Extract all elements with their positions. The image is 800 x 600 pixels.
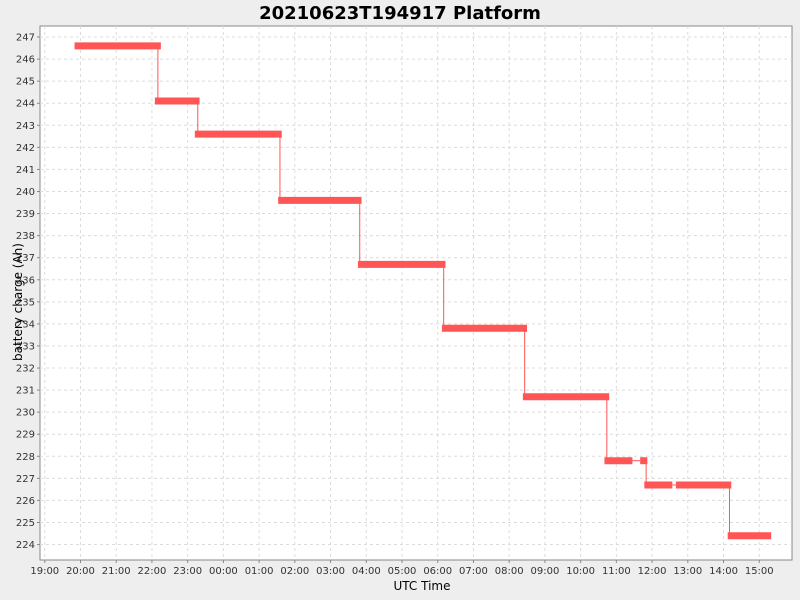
chart-title: 20210623T194917 Platform — [259, 3, 541, 24]
x-tick-label: 10:00 — [566, 566, 595, 577]
x-tick-label: 05:00 — [388, 566, 417, 577]
series-battery-charge — [74, 42, 772, 540]
x-tick-label: 02:00 — [280, 566, 309, 577]
y-tick-label: 224 — [16, 540, 35, 551]
x-tick-label: 11:00 — [602, 566, 631, 577]
y-tick-label: 230 — [16, 408, 35, 419]
x-tick-label: 23:00 — [173, 566, 202, 577]
y-axis-ticks: 224 225 226 227 228 229 230 231 232 233 234 235 236 2… — [16, 33, 40, 551]
y-tick-label: 239 — [16, 209, 35, 220]
y-tick-label: 227 — [16, 474, 35, 485]
y-tick-label: 235 — [16, 297, 35, 308]
grid — [40, 26, 792, 560]
y-tick-label: 225 — [16, 518, 35, 529]
y-tick-label: 241 — [16, 165, 35, 176]
x-tick-label: 19:00 — [30, 566, 59, 577]
y-tick-label: 229 — [16, 430, 35, 441]
y-axis-label: battery charge (Ah) — [11, 243, 25, 361]
y-tick-label: 237 — [16, 253, 35, 264]
y-tick-label: 242 — [16, 143, 35, 154]
x-tick-label: 21:00 — [102, 566, 131, 577]
x-axis-label: UTC Time — [394, 579, 451, 593]
x-tick-label: 00:00 — [209, 566, 238, 577]
y-tick-label: 232 — [16, 364, 35, 375]
x-tick-label: 20:00 — [66, 566, 95, 577]
y-tick-label: 243 — [16, 121, 35, 132]
y-tick-label: 246 — [16, 55, 35, 66]
x-tick-label: 04:00 — [352, 566, 381, 577]
x-tick-label: 22:00 — [138, 566, 167, 577]
x-tick-label: 08:00 — [495, 566, 524, 577]
plot-area — [39, 25, 793, 561]
y-tick-label: 228 — [16, 452, 35, 463]
y-tick-label: 236 — [16, 275, 35, 286]
y-tick-label: 233 — [16, 341, 35, 352]
y-tick-label: 231 — [16, 386, 35, 397]
x-tick-label: 14:00 — [709, 566, 738, 577]
x-tick-label: 15:00 — [745, 566, 774, 577]
y-tick-label: 247 — [16, 33, 35, 44]
y-tick-label: 234 — [16, 319, 35, 330]
y-tick-label: 240 — [16, 187, 35, 198]
x-tick-label: 03:00 — [316, 566, 345, 577]
y-tick-label: 245 — [16, 77, 35, 88]
y-tick-label: 244 — [16, 99, 35, 110]
x-tick-label: 01:00 — [245, 566, 274, 577]
x-axis-ticks: 19:00 20:00 21:00 22:00 23:00 00:00 01:00 02:00… — [30, 560, 774, 577]
y-tick-label: 238 — [16, 231, 35, 242]
x-tick-label: 06:00 — [423, 566, 452, 577]
y-tick-label: 226 — [16, 496, 35, 507]
x-tick-label: 13:00 — [673, 566, 702, 577]
x-tick-label: 07:00 — [459, 566, 488, 577]
x-tick-label: 09:00 — [530, 566, 559, 577]
x-tick-label: 12:00 — [638, 566, 667, 577]
